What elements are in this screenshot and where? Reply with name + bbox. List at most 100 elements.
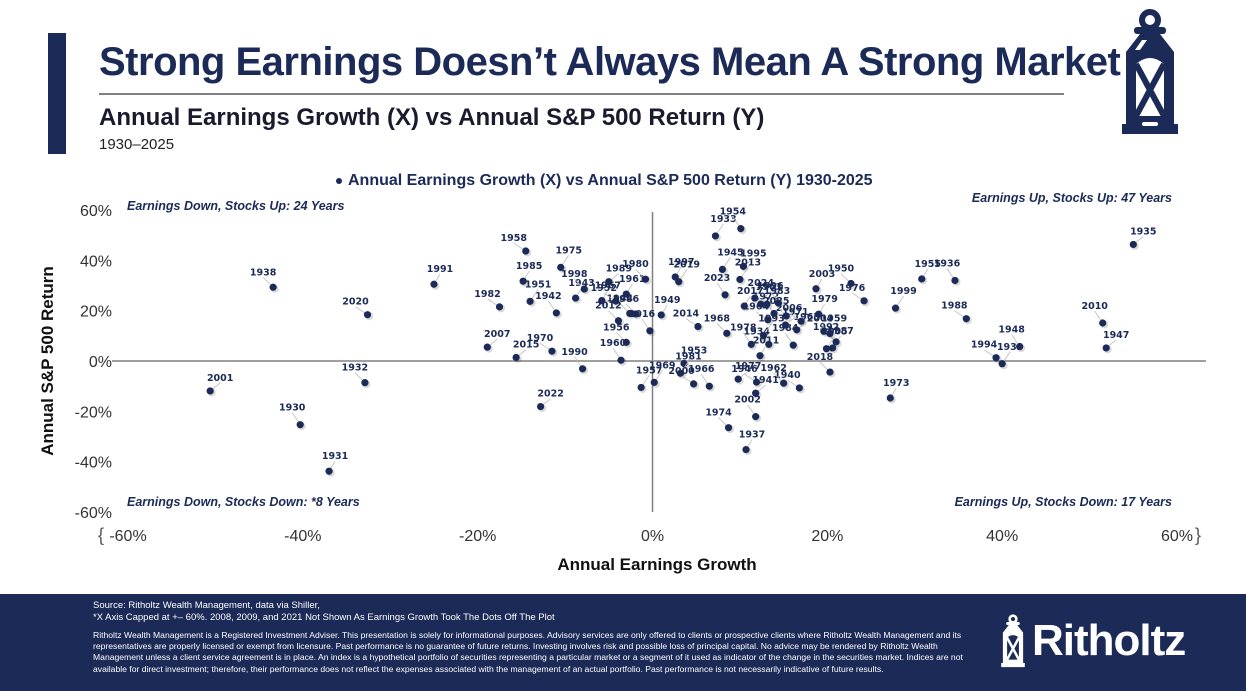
chart-legend: Annual Earnings Growth (X) vs Annual S&P…: [336, 172, 873, 190]
data-point-2018: 2018: [807, 352, 836, 378]
data-point-1955: 1955: [915, 259, 941, 285]
data-point-1989: 1989: [605, 264, 632, 288]
point-marker: [992, 354, 1000, 362]
data-point-1966: 1966: [688, 364, 715, 392]
point-label: 1959: [821, 313, 847, 324]
point-marker: [756, 352, 764, 360]
data-point-1977: 1977: [734, 361, 761, 385]
point-label: 2005: [821, 327, 847, 338]
point-label: 2013: [735, 257, 761, 268]
data-point-1963: 1963: [756, 282, 782, 310]
point-label: 2011: [753, 336, 779, 347]
point-marker: [694, 322, 702, 331]
data-point-2004: 2004: [807, 314, 836, 340]
data-point-1958: 1958: [501, 233, 532, 257]
point-marker: [736, 275, 744, 284]
point-label: 1940: [774, 370, 801, 381]
data-point-1930: 1930: [279, 403, 306, 431]
legend-label: Annual Earnings Growth (X) vs Annual S&P…: [348, 172, 873, 189]
disclaimer: Ritholtz Wealth Management is a Register…: [93, 630, 963, 674]
point-marker: [676, 369, 685, 377]
point-marker: [747, 340, 755, 348]
point-label: 1976: [839, 283, 866, 294]
point-marker: [1016, 343, 1024, 351]
point-marker: [781, 321, 789, 329]
point-label: 1973: [883, 378, 909, 389]
legend-marker: [336, 177, 342, 184]
lantern-icon: [1122, 9, 1178, 134]
point-marker: [724, 424, 733, 432]
data-point-1936: 1936: [934, 258, 961, 286]
data-point-1948: 1948: [998, 325, 1025, 353]
data-point-1934: 1934: [744, 326, 775, 350]
point-label: 1992: [813, 322, 839, 333]
point-label: 2016: [629, 309, 656, 320]
data-point-1940: 1940: [774, 370, 805, 394]
point-marker: [646, 327, 654, 335]
data-point-1995: 1995: [739, 248, 767, 272]
point-label: 2023: [704, 273, 730, 284]
point-marker: [734, 375, 742, 383]
point-label: 1938: [250, 267, 277, 278]
point-marker: [793, 326, 801, 334]
data-point-1974: 1974: [705, 408, 735, 434]
point-marker: [325, 467, 333, 475]
point-marker: [757, 300, 765, 308]
data-point-1994: 1994: [971, 340, 1002, 364]
point-label: 1957: [636, 365, 662, 376]
point-label: 1971: [782, 307, 808, 318]
point-marker: [797, 317, 805, 325]
lantern-icon: [1001, 614, 1025, 668]
data-point-2024: 2024: [748, 278, 774, 304]
point-marker: [512, 353, 520, 362]
y-tick-label: -20%: [75, 404, 112, 421]
data-point-1937: 1937: [739, 430, 765, 456]
point-marker: [752, 378, 761, 386]
source-line: Source: Ritholtz Wealth Management, data…: [93, 600, 320, 611]
footer-bar: [0, 594, 1246, 691]
point-marker: [363, 311, 372, 319]
title-divider: [99, 93, 1064, 95]
data-point-1971: 1971: [781, 307, 809, 331]
point-label: 2002: [734, 395, 760, 406]
point-marker: [739, 262, 748, 270]
point-label: 1998: [561, 269, 588, 280]
scatter-chart: 60% 40% 20% 0% -20% -40% -60% -60% -40% -20% 0% 20…: [38, 191, 1206, 574]
data-point-1965: 1965: [793, 312, 820, 336]
data-point-2015: 2015: [512, 339, 539, 363]
date-range: 1930–2025: [99, 136, 175, 153]
data-point-1957: 1957: [636, 365, 662, 393]
point-label: 1984: [772, 323, 799, 334]
point-marker: [622, 290, 630, 298]
point-marker: [296, 421, 304, 429]
point-label: 2020: [342, 297, 369, 308]
point-label: 1951: [525, 279, 551, 290]
point-marker: [918, 275, 926, 283]
point-label: 1999: [890, 286, 916, 297]
data-point-1982: 1982: [474, 289, 506, 313]
data-point-1961: 1961: [619, 274, 646, 300]
x-axis-left-brace: {: [98, 525, 104, 545]
y-tick-label: 20%: [80, 304, 112, 321]
point-label: 1977: [735, 361, 761, 372]
point-label: 1979: [811, 294, 837, 305]
data-point-1976: 1976: [839, 283, 870, 307]
point-label: 2019: [673, 260, 699, 271]
point-marker: [675, 278, 683, 286]
brand-logo: Ritholtz: [1000, 614, 1186, 668]
data-point-2007: 2007: [483, 329, 511, 353]
point-marker: [789, 341, 797, 349]
x-tick-label: -60%: [109, 528, 146, 545]
point-label: 1946: [731, 364, 758, 375]
y-axis-title: Annual S&P 500 Return: [38, 266, 57, 456]
point-marker: [718, 265, 727, 273]
point-label: 1978: [730, 322, 757, 333]
data-point-2006: 2006: [776, 303, 807, 327]
point-marker: [998, 360, 1006, 368]
point-marker: [740, 302, 748, 310]
data-point-1931: 1931: [322, 451, 348, 477]
data-point-2022: 2022: [537, 389, 564, 413]
data-point-1986: 1986: [613, 294, 642, 320]
data-point-2002: 2002: [734, 395, 762, 423]
point-marker: [763, 300, 771, 308]
